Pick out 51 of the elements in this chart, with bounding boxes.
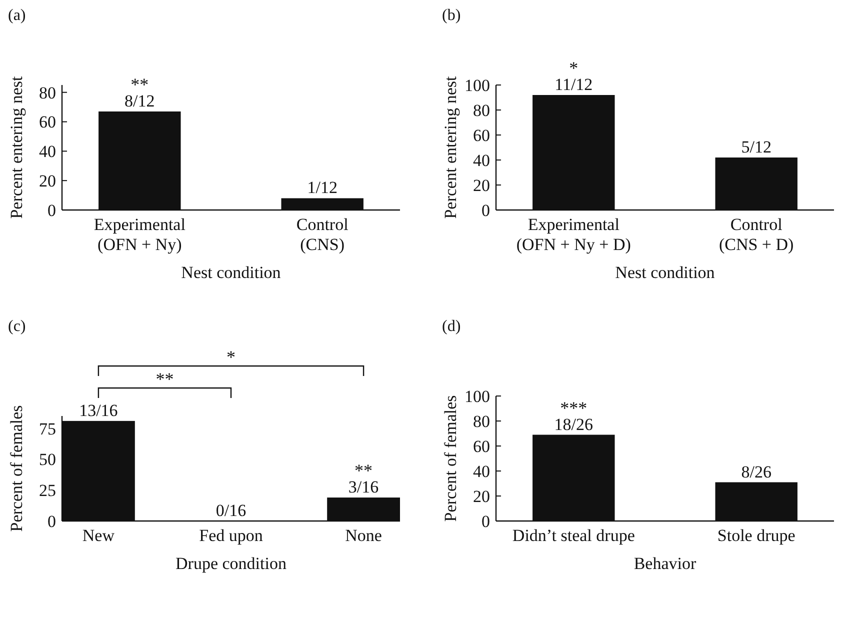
y-tick-label: 40 [473,150,490,170]
annotation: 13/16 [79,400,118,420]
x-tick-label: Didn’t steal drupe [512,526,635,545]
y-axis-title: Percent entering nest [7,76,26,219]
text: ** [156,369,174,389]
y-tick-label: 40 [473,462,490,481]
y-tick-label: 100 [464,76,490,95]
y-tick-label: 40 [39,142,56,162]
y-tick-label: 60 [39,112,56,132]
y-axis-title: Percent of females [7,405,26,532]
x-axis-title: Nest condition [615,263,716,282]
chart-title: (d) [442,318,461,335]
text: * [226,347,236,367]
y-tick-label: 0 [482,512,490,531]
y-tick-label: 0 [48,200,56,220]
y-tick-label: 75 [39,419,56,438]
y-tick-label: 80 [473,100,490,120]
y-tick-label: 60 [473,126,490,145]
y-tick-label: 50 [39,450,56,470]
x-tick-label: Stole drupe [717,526,796,545]
chart-title: (a) [8,7,26,24]
annotation: 1/12 [307,178,338,198]
x-tick-label: Fed upon [199,526,264,545]
y-tick-label: 20 [39,172,56,191]
x-tick-label: Experimental (OFN + Ny + D) [516,215,631,254]
y-tick-label: 80 [39,83,56,102]
y-axis-title: Percent of females [441,395,460,522]
annotation: 0/16 [216,501,246,520]
x-tick-label: Control (CNS + D) [718,215,794,254]
x-tick-label: None [345,526,382,545]
y-tick-label: 25 [39,481,56,500]
annotation: 8/26 [741,462,772,482]
y-tick-label: 80 [473,412,490,431]
y-tick-label: 100 [464,386,490,406]
chart-title: (c) [8,318,26,335]
annotation: 11/12 [554,75,593,94]
x-tick-label: Experimental (OFN + Ny) [94,215,186,254]
y-tick-label: 20 [473,176,490,195]
y-tick-label: 0 [48,512,56,531]
x-axis-title: Behavior [634,554,696,573]
annotation: 5/12 [741,138,772,156]
y-tick-label: 60 [473,436,490,456]
chart-title: (b) [442,7,461,24]
y-tick-label: 0 [482,200,490,220]
x-axis-title: Nest condition [181,263,282,282]
x-axis-title: Drupe condition [176,554,287,573]
x-tick-label: New [82,526,116,545]
y-axis-title: Percent entering nest [441,76,460,219]
annotation: * [569,58,578,78]
y-tick-label: 20 [473,486,490,506]
x-tick-label: Control (CNS) [296,215,349,254]
